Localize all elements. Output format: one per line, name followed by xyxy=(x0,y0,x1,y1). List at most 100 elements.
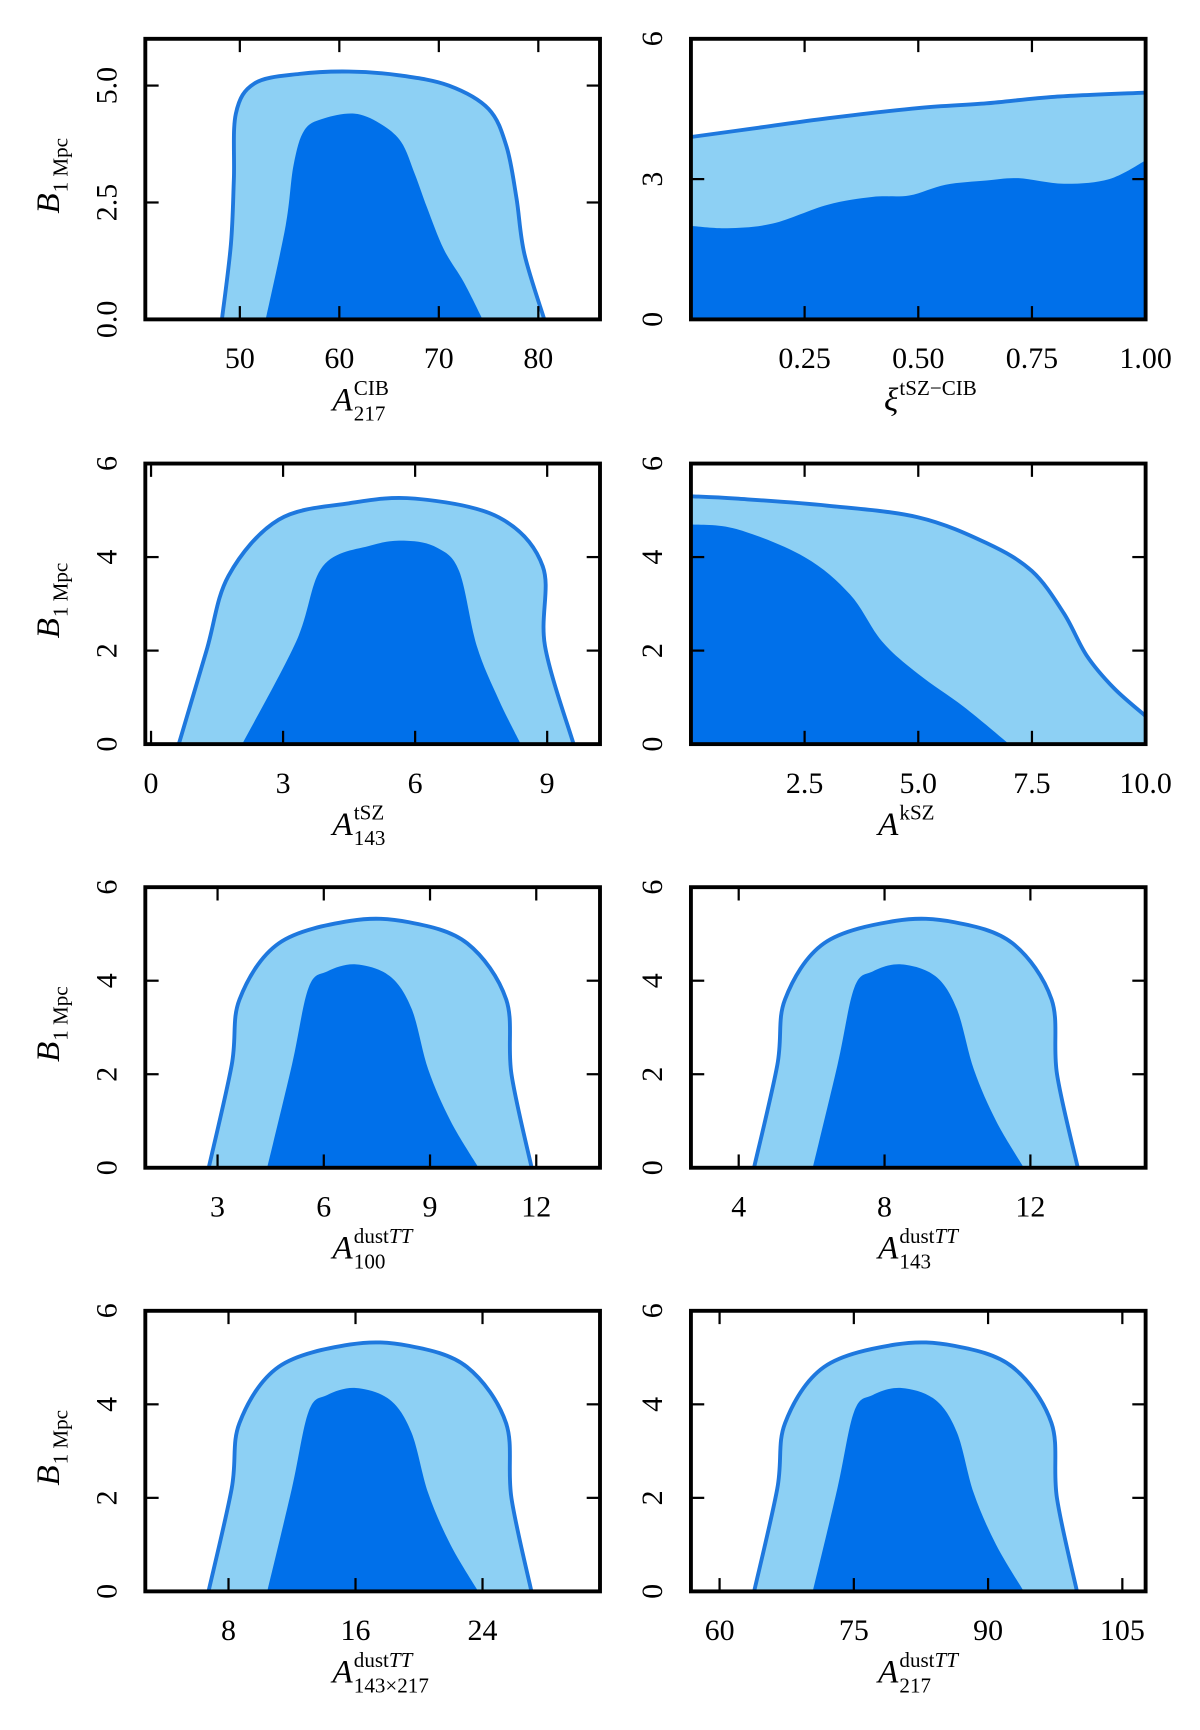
panel-4: 2.5 5.0 7.5 10.0 0 2 4 6 A kSZ xyxy=(636,456,1172,843)
x-axis-label-sup: dustTT xyxy=(899,1224,959,1248)
y-tick-label: 0 xyxy=(90,1160,123,1175)
x-tick-label: 24 xyxy=(468,1614,498,1647)
y-tick-label: 2.5 xyxy=(90,184,123,221)
x-axis-label-sup: tSZ xyxy=(354,801,384,825)
x-tick-label: 6 xyxy=(316,1191,331,1224)
contour-95-outline xyxy=(690,90,1146,139)
x-tick-label: 1.00 xyxy=(1119,342,1171,375)
x-axis-label-sub: 143 xyxy=(354,826,386,850)
y-tick-label: 4 xyxy=(90,1397,123,1412)
x-axis-label-sup-italic: TT xyxy=(935,1648,960,1672)
plot-frame xyxy=(143,36,602,322)
y-tick-label: 0 xyxy=(636,1160,669,1175)
contour-95-outline xyxy=(206,1340,534,1592)
x-axis-label-base: A xyxy=(330,1653,353,1690)
x-tick-label: 0 xyxy=(144,767,159,800)
y-tick-label: 6 xyxy=(636,31,669,46)
contour-95-outline xyxy=(176,495,576,745)
y-tick-label: 0 xyxy=(90,737,123,752)
contour-95-outline xyxy=(752,1340,1079,1592)
contour-68-fill xyxy=(812,964,1024,1168)
contour-68-fill xyxy=(812,1387,1024,1592)
x-tick-label: 9 xyxy=(423,1191,438,1224)
y-axis-label-base: B xyxy=(30,1042,67,1062)
x-axis-label-base: A xyxy=(330,1230,353,1267)
y-axis-label-sub: 1 Mpc xyxy=(49,138,73,192)
plot-area xyxy=(176,495,576,745)
y-axis-label: B1 Mpc xyxy=(30,563,73,639)
plot-area xyxy=(690,494,1146,745)
x-axis-label-sub: 143 xyxy=(899,1250,931,1274)
x-tick-label: 0.25 xyxy=(778,342,830,375)
y-tick-label: 0 xyxy=(636,737,669,752)
plot-frame xyxy=(143,885,602,1170)
contour-68-fill xyxy=(267,1387,479,1592)
y-tick-label: 2 xyxy=(90,1490,123,1505)
x-axis-label-sub: 217 xyxy=(899,1673,931,1697)
panel-2: 0.25 0.50 0.75 1.00 0 3 6 ξ tSZ−CIB xyxy=(636,31,1172,418)
y-tick-label: 6 xyxy=(90,880,123,895)
contour-95-outline xyxy=(752,916,1080,1168)
x-axis-label-sup: dustTT xyxy=(354,1224,414,1248)
x-tick-label: 12 xyxy=(1015,1191,1045,1224)
y-axis-label-sub: 1 Mpc xyxy=(49,563,73,617)
plot-area xyxy=(206,1340,534,1592)
x-axis-label-sup-text: dust xyxy=(354,1224,389,1248)
x-tick-label: 4 xyxy=(731,1191,746,1224)
y-tick-label: 2 xyxy=(90,1067,123,1082)
x-tick-label: 80 xyxy=(523,342,553,375)
y-axis-label: B1 Mpc xyxy=(30,1410,73,1486)
x-tick-label: 6 xyxy=(408,767,423,800)
y-tick-label: 4 xyxy=(90,550,123,565)
x-axis-label-base: A xyxy=(876,1653,899,1690)
x-tick-label: 0.75 xyxy=(1006,342,1058,375)
x-axis-label-sup-text: kSZ xyxy=(899,801,934,825)
plot-area xyxy=(752,916,1080,1168)
y-tick-label: 2 xyxy=(636,1067,669,1082)
contour-68-fill xyxy=(690,160,1146,320)
x-axis-label-sup-text: CIB xyxy=(354,376,389,400)
x-axis-label-sup-text: tSZ xyxy=(354,801,384,825)
x-axis-label-sup: dustTT xyxy=(899,1648,959,1672)
y-tick-label: 6 xyxy=(636,880,669,895)
y-tick-label: 0 xyxy=(636,312,669,327)
y-axis-label: B1 Mpc xyxy=(30,138,73,214)
y-tick-label: 6 xyxy=(90,1303,123,1318)
x-axis-label-sup: CIB xyxy=(354,376,389,400)
x-axis-label-sup-text: dust xyxy=(899,1648,934,1672)
x-tick-label: 10.0 xyxy=(1119,767,1171,800)
y-axis-label-base: B xyxy=(30,193,67,213)
y-tick-label: 6 xyxy=(636,456,669,471)
x-tick-label: 12 xyxy=(521,1191,551,1224)
x-axis-label-base: A xyxy=(876,806,899,843)
x-axis-label-base: A xyxy=(876,1230,899,1267)
x-tick-label: 8 xyxy=(877,1191,892,1224)
plot-area xyxy=(206,916,534,1168)
y-tick-label: 4 xyxy=(636,550,669,565)
x-axis-label-sub: 143×217 xyxy=(354,1673,429,1697)
x-axis-label-sup-italic: TT xyxy=(389,1648,414,1672)
contour-68-fill xyxy=(267,964,479,1168)
x-tick-label: 3 xyxy=(210,1191,225,1224)
y-tick-label: 6 xyxy=(636,1303,669,1318)
x-axis-label-sup-text: dust xyxy=(899,1224,934,1248)
x-axis-label-sup-italic: TT xyxy=(935,1224,960,1248)
y-axis-label-sub: 1 Mpc xyxy=(49,986,73,1040)
y-axis-label: B1 Mpc xyxy=(30,986,73,1062)
y-tick-label: 4 xyxy=(636,973,669,988)
x-axis-label-base: A xyxy=(330,806,353,843)
x-axis-label-base: A xyxy=(330,381,353,418)
x-tick-label: 50 xyxy=(225,342,255,375)
x-tick-label: 0.50 xyxy=(892,342,944,375)
x-axis-label-sub: 217 xyxy=(354,401,386,425)
x-tick-label: 5.0 xyxy=(900,767,937,800)
x-tick-label: 75 xyxy=(839,1614,869,1647)
x-tick-label: 105 xyxy=(1100,1614,1145,1647)
y-axis-label-base: B xyxy=(30,618,67,638)
x-tick-label: 7.5 xyxy=(1013,767,1050,800)
contour-68-fill xyxy=(265,113,483,320)
